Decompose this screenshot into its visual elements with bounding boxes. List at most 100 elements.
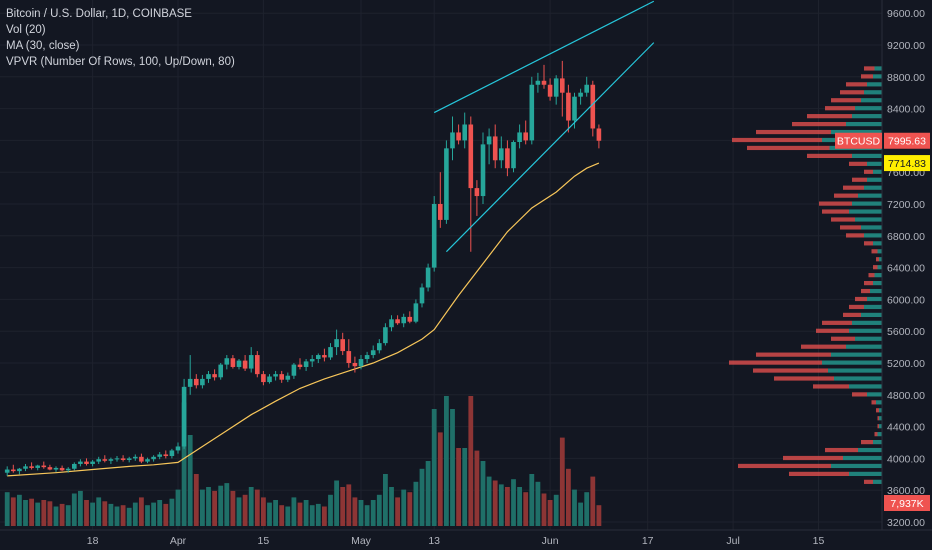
legend-symbol[interactable]: Bitcoin / U.S. Dollar, 1D, COINBASE: [6, 8, 192, 20]
vpvr-bar-up: [834, 376, 882, 381]
vpvr-bar-down: [822, 320, 852, 325]
vpvr-bar-down: [873, 265, 878, 270]
vpvr-bar-up: [870, 288, 882, 294]
ma-price-badge-text: 7714.83: [888, 158, 926, 170]
volume-badge: [884, 495, 930, 511]
vpvr-bar-down: [813, 384, 849, 389]
time-tick-label: 17: [642, 535, 654, 547]
candle-body: [511, 141, 516, 169]
candle-body: [169, 450, 175, 457]
legend-ma[interactable]: MA (30, close): [6, 40, 80, 52]
vpvr-bar-up: [867, 161, 882, 166]
candle-body: [523, 132, 528, 141]
candle: [370, 345, 376, 359]
candle-body: [474, 188, 480, 197]
candle-body: [261, 374, 266, 383]
vpvr-bar-down: [846, 82, 867, 87]
ma-price-badge: [884, 155, 930, 172]
candle: [352, 356, 358, 373]
vpvr-bar-up: [861, 98, 882, 103]
volume-bar: [212, 490, 217, 526]
time-tick-label: 13: [428, 535, 440, 547]
candle-body: [11, 469, 16, 472]
candle: [468, 116, 474, 252]
candle: [303, 359, 309, 371]
price-badges: BTCUSD 7995.63 7714.83 7,937K: [835, 132, 930, 511]
time-tick-label: 18: [87, 535, 99, 547]
volume-bar: [10, 497, 16, 526]
vpvr-bar-down: [861, 288, 870, 294]
candle: [139, 453, 144, 464]
vpvr-bar-up: [864, 304, 882, 310]
volume-bar: [370, 500, 376, 526]
candle-body: [53, 467, 59, 470]
candle: [4, 466, 10, 476]
last-price-badge: [884, 132, 930, 149]
volume-bar: [364, 505, 370, 526]
vpvr-bar-up: [879, 416, 882, 421]
candle: [590, 80, 596, 137]
candle-body: [230, 358, 236, 367]
vpvr-bar-down: [753, 368, 828, 373]
volume-bar: [4, 492, 10, 526]
symbol-badge-text: BTCUSD: [837, 136, 881, 148]
vpvr-bar-up: [867, 82, 882, 87]
candle-body: [560, 78, 565, 93]
last-price-badge-text: 7995.63: [888, 136, 926, 148]
vpvr-bar-up: [855, 217, 882, 222]
candle: [407, 311, 413, 324]
time-tick-label: 15: [813, 535, 825, 547]
volume-bar: [492, 480, 498, 526]
candle: [486, 128, 492, 165]
vpvr-bar-down: [871, 400, 876, 405]
legend-vpvr[interactable]: VPVR (Number Of Rows, 100, Up/Down, 80): [6, 56, 235, 68]
candle: [358, 355, 364, 370]
time-tick-label: May: [351, 535, 372, 547]
vpvr-bar-up: [855, 106, 882, 111]
volume-bar: [230, 490, 236, 526]
volume-bar: [419, 468, 425, 526]
candle: [151, 455, 156, 462]
vpvr-bar-down: [807, 114, 852, 119]
volume-bar: [145, 505, 150, 526]
candle-body: [468, 124, 474, 189]
volume-bar: [248, 487, 254, 526]
vpvr-bar-down: [774, 376, 834, 381]
vpvr-bar-down: [861, 440, 873, 445]
candle-body: [492, 136, 498, 161]
time-axis[interactable]: 18 Apr 15 May 13 Jun 17 Jul 15: [87, 535, 825, 547]
candle: [126, 456, 132, 463]
candle-body: [175, 446, 181, 451]
candle-body: [78, 461, 83, 464]
candle: [23, 463, 28, 472]
candle: [541, 64, 547, 89]
candle-body: [590, 84, 596, 129]
volume-bar: [102, 501, 108, 526]
vpvr-bar-down: [840, 225, 861, 230]
vpvr-bar-up: [879, 257, 882, 262]
vpvr-bar-down: [864, 66, 875, 71]
trendlines[interactable]: [433, 0, 655, 253]
vpvr-bar-up: [873, 74, 882, 79]
candle-body: [328, 347, 333, 358]
candle: [17, 467, 22, 475]
volume-bar: [450, 409, 455, 526]
candle: [566, 84, 571, 133]
candle: [200, 374, 205, 389]
vpvr-bar-down: [852, 392, 867, 397]
candle-body: [72, 463, 77, 469]
vpvr-bar-up: [873, 281, 882, 286]
candle-body: [84, 461, 89, 464]
candle: [261, 370, 266, 386]
legend-volume[interactable]: Vol (20): [6, 24, 46, 36]
candle-body: [431, 204, 437, 268]
vpvr-bar-up: [867, 392, 882, 397]
volume-bar: [468, 396, 474, 526]
candle: [96, 456, 101, 464]
candle: [560, 60, 565, 117]
candle: [499, 136, 504, 169]
candle: [35, 464, 40, 471]
candle: [114, 456, 120, 462]
